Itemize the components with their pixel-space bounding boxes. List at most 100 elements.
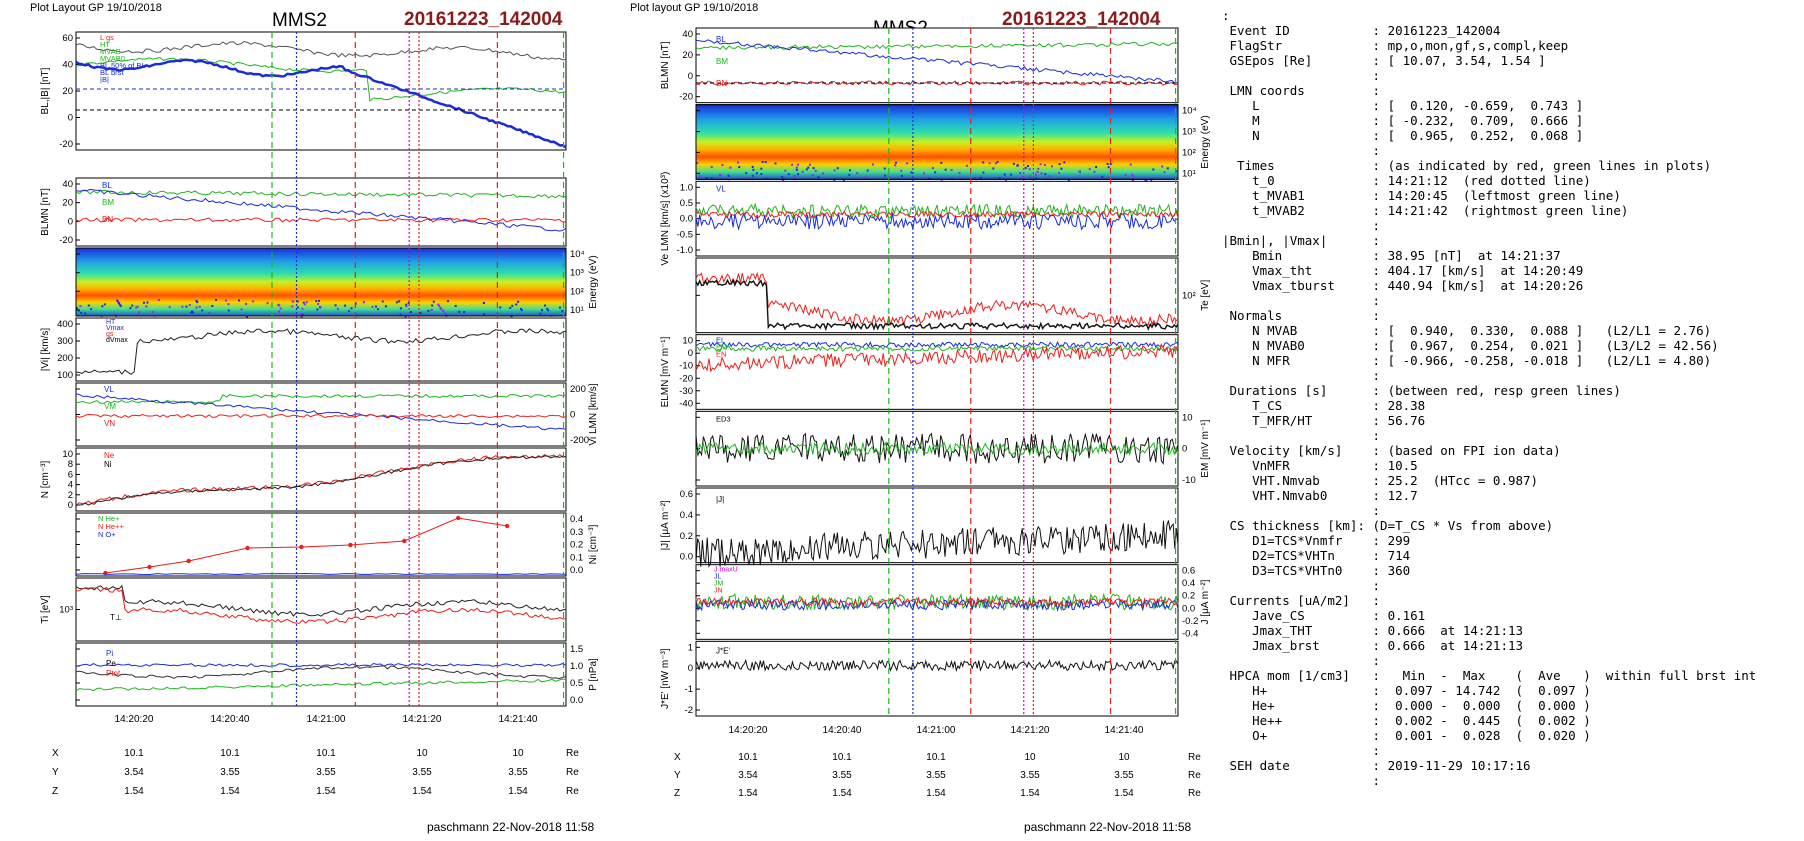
left-spectrogram-field	[76, 248, 566, 316]
left-nhepp-point	[456, 515, 461, 521]
left-spectrogram-speck	[546, 307, 549, 310]
mid-row-unit: Re	[1188, 788, 1201, 799]
mid-em-green	[695, 441, 1179, 457]
left-spectrogram-speck	[146, 301, 149, 304]
middle-spectrogram-speck	[796, 163, 799, 166]
middle-spectrogram-speck	[1124, 174, 1127, 177]
left-spectrogram-speck	[201, 309, 204, 312]
middle-spectrogram-speck	[721, 163, 724, 166]
mid-row-value: 10	[1024, 752, 1036, 763]
mid-jlmn-n	[695, 596, 1179, 608]
mid-row-value: 1.54	[738, 788, 758, 799]
info-line: Times : (as indicated by red, green line…	[1222, 158, 1712, 173]
info-line: :	[1222, 143, 1381, 158]
left-spectrogram-speck	[407, 301, 410, 304]
left-markers	[271, 32, 565, 706]
mid-j	[695, 520, 1179, 568]
left-spectrogram-speck	[103, 303, 106, 306]
middle-spectrogram-speck	[787, 173, 790, 176]
panel-mem-ylabel: EM [mV m⁻¹]	[1200, 419, 1211, 477]
info-line: VnMFR : 10.5	[1222, 458, 1418, 473]
mid-e-label: EL	[716, 336, 725, 345]
middle-spectrogram-speck	[884, 174, 887, 177]
middle-spectrogram-speck	[1131, 173, 1134, 176]
panel-n-tick: 0	[68, 500, 73, 511]
left-row-value: 1.54	[220, 786, 240, 797]
left-time-label: 14:21:40	[499, 714, 538, 725]
left-spectrogram-speck	[405, 303, 408, 306]
left-spectrogram-speck	[191, 311, 194, 314]
panel-mem: 10 0 -10 EM [mV m⁻¹]	[695, 410, 1211, 487]
middle-spectrogram-speck	[765, 177, 768, 180]
panel-mje-tick: -2	[685, 705, 693, 716]
panel-mjlmn-tick: -0.4	[1182, 628, 1198, 639]
left-spectrogram-speck	[136, 305, 139, 308]
middle-spectrogram-speck	[950, 169, 953, 172]
left-spectrogram-speck	[334, 304, 337, 307]
info-line: D2=TCS*VHTn : 714	[1222, 548, 1411, 563]
panel-mjlmn-ylabel: J [μA m⁻²]	[1200, 579, 1211, 624]
panel-ni-ylabel: Ni [cm⁻³]	[588, 524, 599, 564]
left-n-legend: Ne	[104, 451, 115, 460]
middle-spectrogram-speck	[809, 163, 812, 166]
middle-spectrogram-speck	[781, 176, 784, 179]
info-line: t_MVAB2 : 14:21:42 (rightmost green line…	[1222, 203, 1629, 218]
panel-mj-tick: 0.0	[680, 552, 693, 563]
middle-spectrogram-speck	[931, 167, 934, 170]
left-spectrogram-speck	[190, 311, 193, 314]
panel-mj-tick: 0.4	[680, 510, 693, 521]
left-row-unit: Re	[566, 786, 579, 797]
info-line: :	[1222, 773, 1381, 788]
panel-ni-tick: 0.3	[570, 527, 583, 538]
left-blmn-m	[75, 189, 567, 199]
info-line: D1=TCS*Vnmfr : 299	[1222, 533, 1411, 548]
panel-mblmn-tick: -20	[679, 92, 693, 103]
left-spectrogram-speck	[509, 307, 512, 310]
left-nhepp-point	[505, 523, 510, 529]
mid-row-unit: Re	[1188, 752, 1201, 763]
left-spectrogram-speck	[134, 314, 137, 317]
info-line: :	[1222, 218, 1381, 233]
left-spectrogram-speck	[266, 302, 269, 305]
panel-mspec-tick: 10²	[1182, 147, 1196, 158]
middle-spectrogram-speck	[1129, 163, 1132, 166]
left-spectrogram-speck	[419, 312, 422, 315]
panel-vi-ylabel: |Vi| [km/s]	[40, 328, 51, 372]
middle-spectrogram-speck	[1010, 173, 1013, 176]
info-line: :	[1222, 293, 1381, 308]
middle-markers	[888, 28, 1177, 716]
info-line: H+ : 0.097 - 14.742 ( 0.097 )	[1222, 683, 1591, 698]
middle-spectrogram-speck	[889, 176, 892, 179]
left-spectrogram-speck	[138, 311, 141, 314]
panel-mspec-ylabel: Energy (eV)	[1200, 115, 1211, 168]
panel-blmn-tick: 0	[68, 216, 73, 227]
left-spectrogram-speck	[77, 309, 80, 312]
info-line: :	[1222, 743, 1381, 758]
middle-spectrogram-speck	[1034, 173, 1037, 176]
left-spectrogram-speck	[355, 302, 358, 305]
left-spectrogram-speck	[439, 306, 442, 309]
middle-spectrogram-speck	[979, 176, 982, 179]
panel-blmn-tick: 40	[62, 179, 73, 190]
left-spectrogram-speck	[301, 313, 304, 316]
left-spectrogram-speck	[384, 305, 387, 308]
left-event: 20161223_142004	[404, 9, 563, 30]
left-spectrogram-speck	[195, 306, 198, 309]
middle-footer: paschmann 22-Nov-2018 11:58	[1024, 820, 1192, 834]
left-spectrogram-speck	[87, 304, 90, 307]
left-n-legend: Ni	[104, 460, 112, 469]
mid-row-name: Z	[674, 788, 680, 799]
panel-ni-tick: 0.0	[570, 565, 583, 576]
left-spectrogram-speck	[437, 303, 440, 306]
left-spectrogram-speck	[208, 312, 211, 315]
left-spectrogram-speck	[131, 304, 134, 307]
panel-me-ylabel: ELMN [mV m⁻¹]	[660, 336, 671, 407]
middle-spectrogram-speck	[717, 177, 720, 180]
middle-spectrogram-speck	[894, 164, 897, 167]
left-bl-legend: MVAB0	[100, 54, 125, 63]
middle-spectrogram-speck	[926, 176, 929, 179]
mid-jlmn-label: JM	[714, 581, 724, 588]
mid-row-value: 3.55	[1020, 770, 1040, 781]
